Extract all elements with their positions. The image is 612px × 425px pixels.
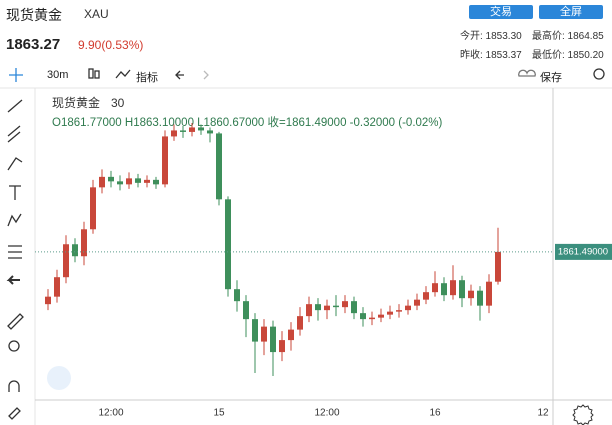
- candle-body: [450, 280, 456, 296]
- x-tick-label: 12:00: [98, 408, 123, 419]
- candle-body: [72, 244, 78, 257]
- candle-body: [171, 130, 177, 137]
- candle-body: [45, 296, 51, 305]
- candle-body: [477, 290, 483, 306]
- stat: 昨收: 1853.37: [460, 50, 522, 61]
- chart-title: 现货黄金: [52, 95, 100, 110]
- candle-body: [162, 136, 168, 185]
- trade-button[interactable]: 交易: [469, 5, 533, 19]
- candle-body: [90, 187, 96, 230]
- candle-body: [144, 179, 150, 183]
- candle-body: [378, 314, 384, 318]
- candle-body: [252, 319, 258, 342]
- change: 9.90(0.53%): [78, 38, 144, 52]
- candle-body: [486, 281, 492, 306]
- last-price-label: 1861.49000: [558, 246, 608, 257]
- candle-body: [306, 304, 312, 317]
- x-tick-label: 12:00: [314, 408, 339, 419]
- candle-body: [405, 305, 411, 311]
- candle-body: [270, 326, 276, 353]
- title: 现货黄金: [6, 7, 62, 23]
- fullscreen-button[interactable]: 全屏: [539, 5, 603, 19]
- candle-body: [81, 229, 87, 257]
- candle-body: [342, 301, 348, 308]
- candle-body: [387, 311, 393, 315]
- chart-interval: 30: [111, 96, 125, 110]
- candle-body: [468, 290, 474, 299]
- candle-body: [234, 289, 240, 302]
- candle-body: [423, 292, 429, 300]
- candle-body: [54, 277, 60, 297]
- x-tick-label: 15: [213, 408, 225, 419]
- indicator-button[interactable]: 指标: [136, 72, 158, 84]
- logo: [47, 366, 71, 390]
- candle-body: [432, 283, 438, 293]
- candle-body: [135, 178, 141, 183]
- toolbar-icons: [6, 68, 605, 420]
- candle-body: [261, 326, 267, 342]
- candle-body: [396, 310, 402, 312]
- candle-body: [99, 176, 105, 188]
- x-tick-label: 16: [429, 408, 441, 419]
- candle-body: [180, 130, 186, 132]
- candle-body: [495, 251, 501, 282]
- symbol: XAU: [84, 7, 109, 21]
- candle-body: [360, 313, 366, 320]
- candle-body: [414, 299, 420, 306]
- candle-body: [207, 130, 213, 134]
- interval-button[interactable]: 30m: [47, 69, 69, 81]
- candle-body: [243, 301, 249, 320]
- candle-body: [324, 305, 330, 311]
- candle-body: [351, 301, 357, 314]
- candle-body: [126, 178, 132, 185]
- candle-body: [441, 283, 447, 296]
- candle-body: [297, 316, 303, 330]
- price: 1863.27: [6, 36, 61, 53]
- last-price-tag: [555, 243, 612, 260]
- candle-body: [189, 127, 195, 132]
- candle-body: [288, 329, 294, 341]
- x-tick-label: 12: [537, 408, 549, 419]
- candle-body: [225, 199, 231, 290]
- candle-body: [333, 305, 339, 308]
- stat: 最高价: 1864.85: [532, 31, 604, 42]
- candle-body: [369, 317, 375, 320]
- settings-icon[interactable]: [572, 404, 594, 425]
- candle-body: [216, 133, 222, 200]
- candle-body: [198, 127, 204, 131]
- candle-body: [117, 181, 123, 185]
- candle-body: [279, 340, 285, 353]
- stat: 今开: 1853.30: [460, 31, 522, 42]
- save-button[interactable]: 保存: [540, 72, 562, 84]
- candle-body: [63, 244, 69, 278]
- ohlc-label: O1861.77000 H1863.10000 L1860.67000 收=18…: [52, 115, 443, 129]
- candle-body: [108, 176, 114, 182]
- candle-body: [315, 304, 321, 311]
- candle-body: [153, 179, 159, 185]
- stat: 最低价: 1850.20: [532, 50, 604, 61]
- candle-body: [459, 280, 465, 299]
